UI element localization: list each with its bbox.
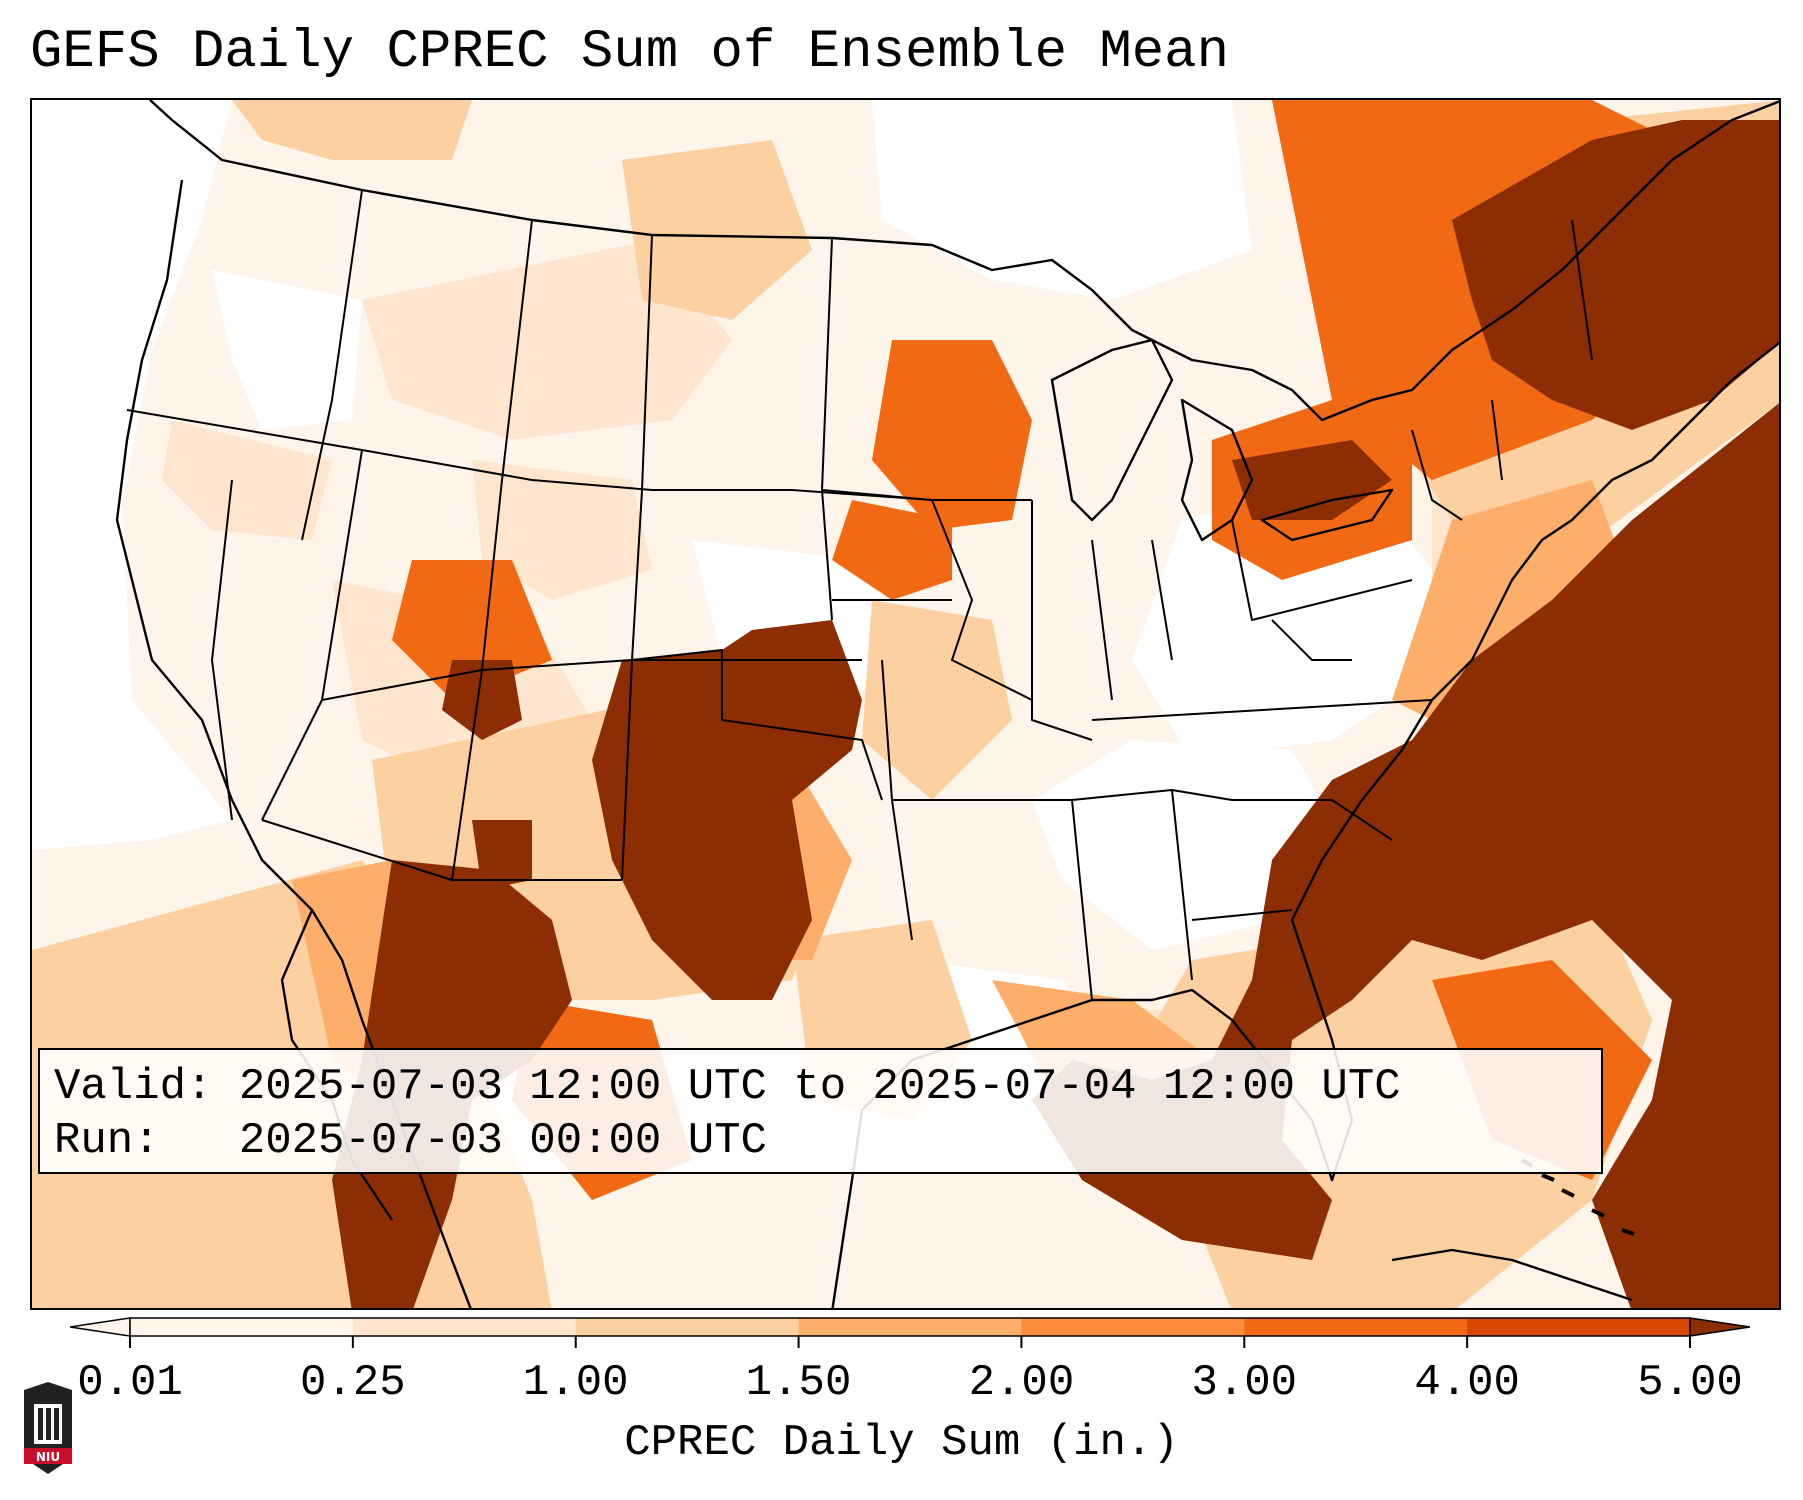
colorbar-tick-label: 1.00 — [522, 1358, 629, 1408]
colorbar — [70, 1317, 1750, 1348]
state-lines — [126, 189, 1593, 1001]
run-row: Run: 2025-07-03 00:00 UTC — [54, 1114, 1587, 1168]
colorbar-label: CPREC Daily Sum (in.) — [624, 1418, 1179, 1468]
colorbar-tick-label: 3.00 — [1191, 1358, 1298, 1408]
colorbar-segment — [1021, 1318, 1245, 1336]
colorbar-segment — [352, 1318, 577, 1336]
colorbar-segment — [130, 1318, 354, 1336]
east-coastline — [1470, 341, 1779, 661]
colorbar-segment — [798, 1318, 1022, 1336]
no-precip-areas — [32, 100, 1452, 1120]
run-value: 2025-07-03 00:00 UTC — [238, 1116, 767, 1166]
colorbar-tick-label: 4.00 — [1414, 1358, 1520, 1408]
colorbar-tick-label: 0.25 — [300, 1358, 406, 1408]
colorbar-tick-label: 1.50 — [745, 1358, 852, 1408]
colorbar-tick-label: 2.00 — [968, 1358, 1075, 1408]
cuba-coastline — [1391, 1248, 1633, 1302]
niu-logo: NIU — [24, 1382, 72, 1474]
colorbar-segment — [575, 1318, 800, 1336]
great-lakes — [1050, 338, 1174, 522]
colorbar-tick-label: 0.01 — [77, 1358, 183, 1408]
run-label: Run: — [54, 1116, 160, 1166]
valid-row: Valid: 2025-07-03 12:00 UTC to 2025-07-0… — [54, 1060, 1587, 1114]
colorbar-tick-label: 5.00 — [1637, 1358, 1743, 1408]
valid-value: 2025-07-03 12:00 UTC to 2025-07-04 12:00… — [238, 1062, 1401, 1112]
colorbar-extend-high — [1689, 1317, 1750, 1337]
valid-run-info-box: Valid: 2025-07-03 12:00 UTC to 2025-07-0… — [38, 1048, 1603, 1174]
colorbar-segment — [1244, 1318, 1468, 1336]
colorbar-extend-low — [70, 1317, 131, 1337]
svg-text:NIU: NIU — [36, 1450, 60, 1464]
valid-label: Valid: — [54, 1062, 213, 1112]
colorbar-segment — [1467, 1318, 1691, 1336]
colorbar-tick-labels: 0.01 0.25 1.00 1.50 2.00 3.00 4.00 5.00 — [0, 1352, 1803, 1412]
map-title: GEFS Daily CPREC Sum of Ensemble Mean — [30, 22, 1229, 83]
